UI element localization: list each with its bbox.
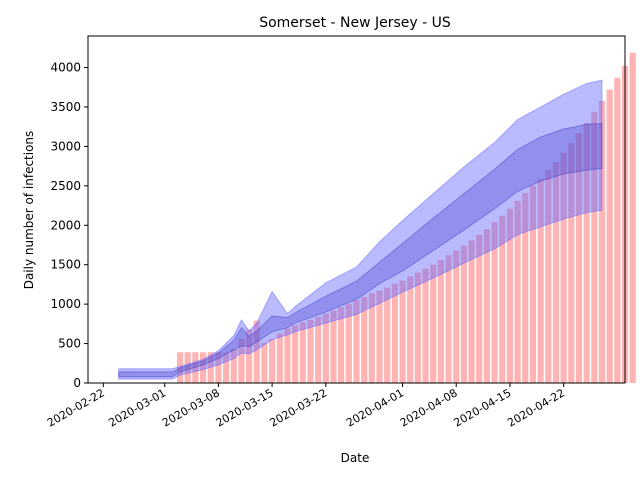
bar bbox=[583, 122, 590, 383]
y-tick-label: 3000 bbox=[50, 139, 81, 153]
bar bbox=[430, 264, 437, 383]
bar bbox=[184, 352, 191, 383]
outer-band bbox=[118, 79, 603, 380]
bar bbox=[545, 170, 552, 383]
y-axis-label: Daily number of infections bbox=[22, 131, 36, 290]
bar bbox=[391, 283, 398, 383]
bar bbox=[414, 272, 421, 383]
bar bbox=[345, 304, 352, 383]
bar bbox=[315, 316, 322, 383]
bar bbox=[560, 152, 567, 383]
bar bbox=[476, 234, 483, 383]
bar bbox=[522, 192, 529, 383]
bar bbox=[591, 111, 598, 384]
bar bbox=[376, 290, 383, 383]
bar bbox=[606, 89, 613, 383]
bar bbox=[299, 322, 306, 383]
bar bbox=[460, 245, 467, 383]
bar bbox=[284, 328, 291, 383]
bar bbox=[445, 255, 452, 383]
y-tick-label: 2000 bbox=[50, 218, 81, 232]
y-tick-label: 2500 bbox=[50, 179, 81, 193]
bar bbox=[614, 77, 621, 384]
bar bbox=[368, 293, 375, 383]
bar bbox=[552, 162, 560, 383]
bar bbox=[422, 268, 429, 383]
bar bbox=[575, 133, 583, 383]
bar bbox=[261, 342, 268, 383]
plot-frame bbox=[87, 35, 626, 384]
bar bbox=[468, 240, 475, 383]
y-tick-label: 4000 bbox=[50, 61, 81, 75]
y-axis-ticks: 0 500 1000 1500 2000 2500 3000 3500 4000 bbox=[50, 61, 88, 390]
bar bbox=[238, 338, 245, 383]
bar-series bbox=[176, 52, 636, 384]
bar bbox=[407, 276, 414, 383]
bar bbox=[537, 178, 544, 383]
bar bbox=[506, 208, 513, 383]
bar bbox=[253, 320, 260, 383]
bar bbox=[200, 352, 207, 383]
chart-title: Somerset - New Jersey - US bbox=[259, 15, 451, 31]
bar bbox=[215, 352, 222, 383]
bar bbox=[269, 338, 276, 383]
bar bbox=[384, 287, 391, 383]
bar bbox=[330, 310, 337, 383]
bar bbox=[529, 185, 537, 383]
bar bbox=[361, 297, 368, 383]
x-axis-label: Date bbox=[341, 451, 370, 465]
bar bbox=[453, 250, 460, 383]
bar bbox=[230, 349, 237, 383]
bar bbox=[353, 300, 360, 383]
band-series bbox=[118, 79, 603, 380]
bar bbox=[568, 143, 575, 383]
bar bbox=[491, 222, 498, 383]
y-tick-label: 3500 bbox=[50, 100, 81, 114]
bar bbox=[399, 280, 406, 383]
bar bbox=[483, 229, 490, 383]
bar bbox=[246, 329, 253, 383]
bar bbox=[437, 259, 444, 383]
y-tick-label: 1500 bbox=[50, 258, 81, 272]
y-tick-label: 1000 bbox=[50, 297, 81, 311]
bar bbox=[629, 52, 636, 384]
bar bbox=[322, 313, 329, 383]
bar bbox=[307, 319, 314, 383]
bar bbox=[338, 307, 345, 383]
bar bbox=[292, 325, 299, 383]
inner-band bbox=[118, 123, 603, 378]
y-tick-label: 500 bbox=[58, 337, 81, 351]
bar bbox=[499, 215, 506, 383]
y-tick-label: 0 bbox=[73, 376, 81, 390]
bar bbox=[223, 352, 230, 383]
bar bbox=[514, 200, 521, 383]
bar bbox=[276, 333, 283, 383]
bar bbox=[598, 100, 606, 384]
